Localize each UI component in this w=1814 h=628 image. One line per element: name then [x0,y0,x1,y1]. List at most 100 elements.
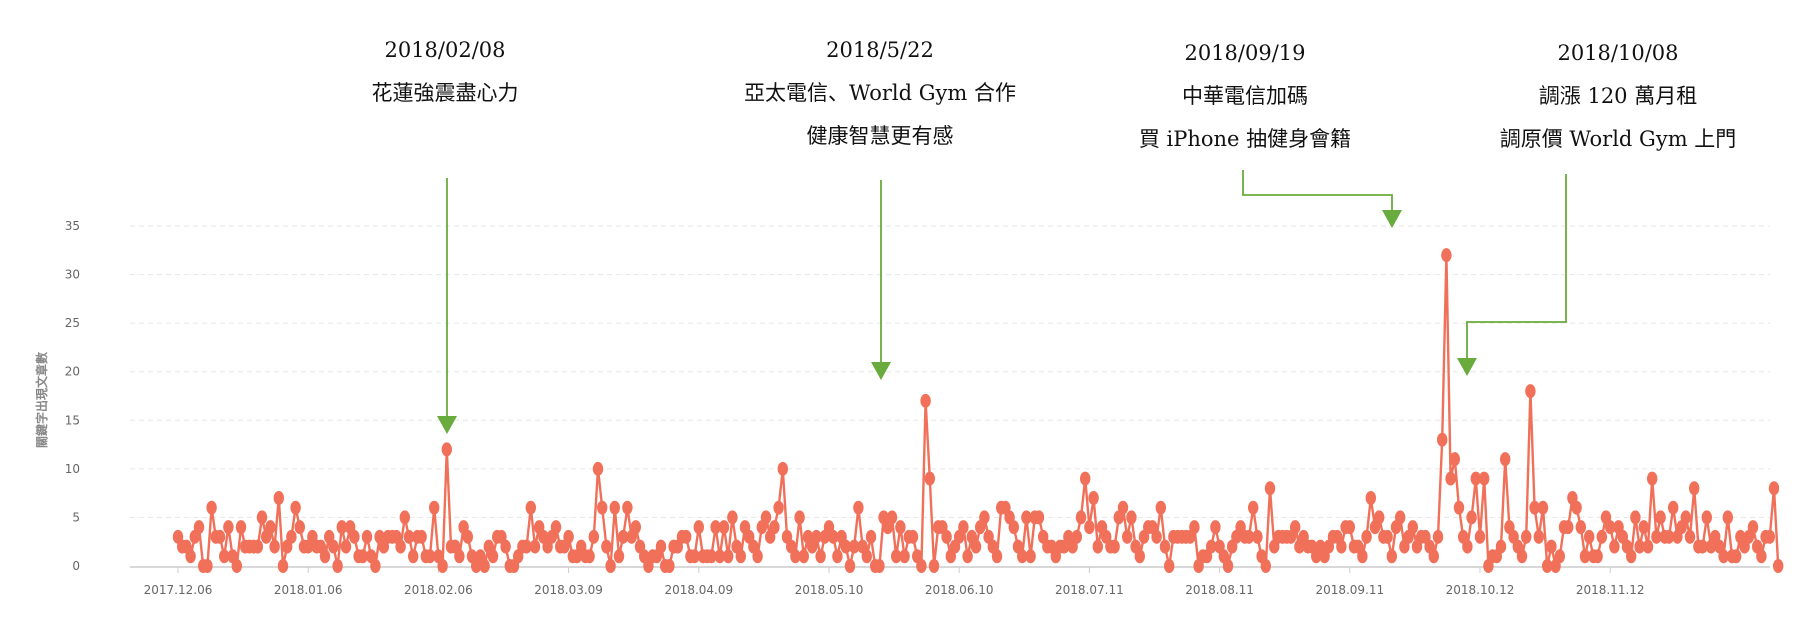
data-point [357,549,368,564]
data-point [811,529,822,544]
data-point [185,549,196,564]
data-point [219,549,230,564]
y-tick-label: 15 [65,413,80,427]
data-point [370,559,381,573]
data-point [206,500,217,515]
data-point [1546,539,1557,554]
data-point [1525,384,1536,399]
y-tick-label: 35 [65,219,80,233]
data-point [1080,471,1091,486]
data-point [1466,510,1477,525]
y-tick-label: 5 [72,510,80,524]
data-point [609,500,620,515]
series-line [176,253,1780,568]
data-point [1529,500,1540,515]
data-point [874,559,885,573]
data-point [332,559,343,573]
annotation-arrow-head [1457,358,1477,376]
data-point [525,500,536,515]
data-point [907,529,919,544]
data-point [429,500,440,515]
data-point [622,500,633,515]
data-point [1290,520,1301,535]
axis-layer: 關鍵字出現文章數 0 5 10 15 20 25 30 35 2017.12.06 2018.01… [34,219,1770,597]
data-point [1575,520,1587,535]
data-point [979,510,990,525]
data-point [1773,559,1784,573]
annotation-date: 2018/02/08 [384,38,505,62]
data-point [1382,529,1393,544]
data-point [844,559,856,573]
data-point [1017,549,1028,564]
data-point [231,559,242,573]
data-point [395,539,406,554]
data-point [1386,549,1398,564]
annotation-text: 花蓮強震盡心力 [372,81,519,105]
data-point [1689,481,1700,496]
data-point [1210,520,1221,535]
data-point [1164,559,1175,573]
data-point [361,529,373,544]
x-tick-label: 2018.06.10 [925,583,994,597]
data-point [1474,529,1486,544]
y-axis-label: 關鍵字出現文章數 [34,352,49,448]
data-point [1684,529,1696,544]
data-point [1647,471,1658,486]
data-point [1533,529,1545,544]
grid-layer [130,225,1770,518]
data-point [1571,500,1582,515]
x-tick-label: 2018.01.06 [274,583,343,597]
data-point [252,539,263,554]
annotation-arrow-line [1242,170,1393,210]
data-point [1537,500,1549,515]
data-point [769,520,780,535]
annotation-text: 買 iPhone 抽健身會籍 [1139,127,1351,151]
data-point [1374,510,1385,525]
x-tick-label: 2018.02.06 [404,583,473,597]
data-point [588,529,599,544]
data-point [1638,520,1650,535]
data-point [1008,520,1019,535]
data-point [710,520,721,535]
data-point [597,500,608,515]
data-point [319,549,331,564]
data-point [1630,510,1641,525]
data-point [1243,529,1255,544]
data-point [1542,559,1553,573]
data-point [1605,520,1616,535]
x-tick-label: 2018.11.12 [1576,583,1645,597]
data-point [1361,529,1372,544]
data-point [689,549,700,564]
x-tick-label: 2018.09.11 [1315,583,1384,597]
data-point [777,461,788,476]
data-point [1701,510,1713,525]
data-point [1109,539,1120,554]
data-point [815,549,826,564]
data-point [865,529,877,544]
data-point [1579,549,1591,564]
annotation-text: 中華電信加碼 [1182,84,1308,108]
data-point [1117,500,1129,515]
data-point [1365,491,1377,505]
data-point [790,549,801,564]
data-point [794,510,805,525]
data-point [294,520,305,535]
data-point [256,510,268,525]
data-point [416,529,427,544]
data-point [853,500,864,515]
data-point [714,549,725,564]
annotation-text: 調原價 World Gym 上門 [1500,127,1737,151]
data-point [840,539,851,554]
data-point [290,500,301,515]
data-point [441,442,452,457]
data-point [962,549,973,564]
data-point [970,539,982,554]
data-point [202,559,213,573]
data-point [265,520,276,535]
annotation-arrow-head [1382,210,1402,228]
x-tick-label: 2018.07.11 [1055,583,1124,597]
data-point [1554,549,1566,564]
data-point [828,529,839,544]
data-point [1206,539,1217,554]
